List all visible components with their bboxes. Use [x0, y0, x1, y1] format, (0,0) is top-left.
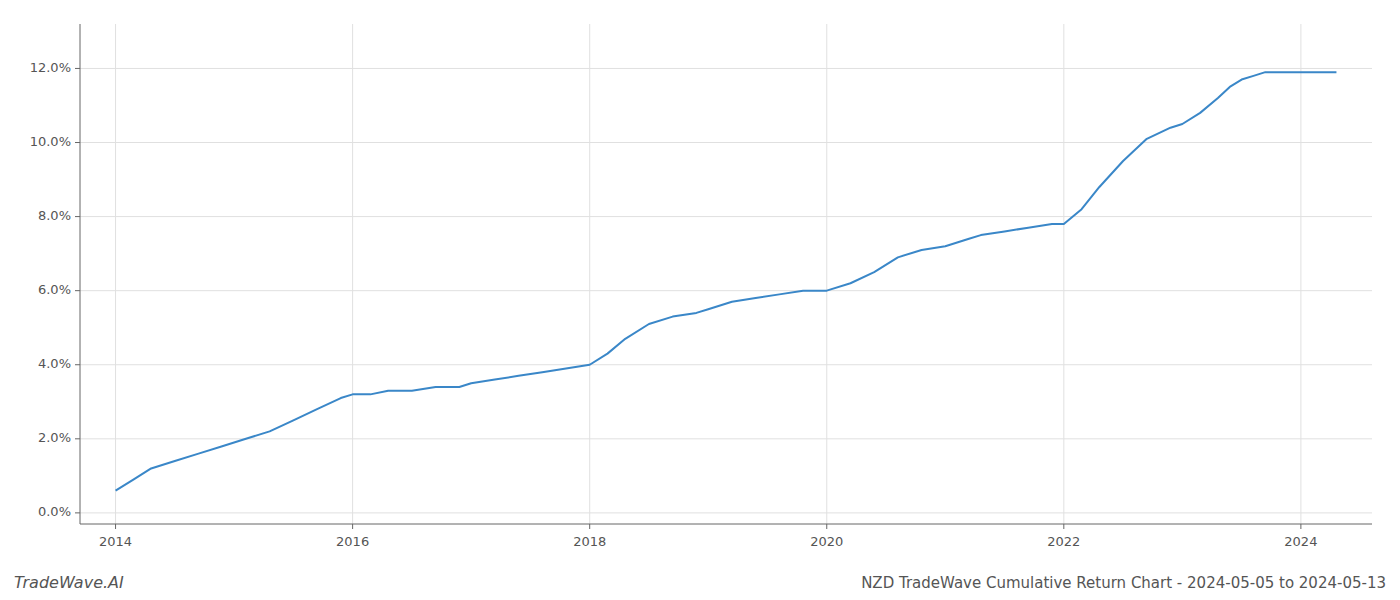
grid-line-y	[80, 512, 1372, 513]
grid-line-x	[589, 24, 590, 524]
plot-area	[116, 72, 1337, 491]
tick-label-x: 2022	[1047, 534, 1080, 549]
tick-label-y: 2.0%	[38, 430, 71, 445]
grid-line-y	[80, 68, 1372, 69]
grid-line-x	[1063, 24, 1064, 524]
tick-label-y: 6.0%	[38, 282, 71, 297]
tick-x	[352, 524, 353, 529]
tick-x	[1063, 524, 1064, 529]
tick-label-x: 2014	[99, 534, 132, 549]
grid-line-y	[80, 216, 1372, 217]
title: NZD TradeWave Cumulative Return Chart - …	[861, 574, 1386, 592]
axis-x	[80, 524, 1372, 525]
axis-y	[80, 24, 81, 524]
grid-line-y	[80, 364, 1372, 365]
grid-line-x	[1300, 24, 1301, 524]
tick-label-y: 0.0%	[38, 504, 71, 519]
chart: 0.0% 2.0% 4.0% 6.0% 8.0% 10.0% 12.0% 2014 2016 20…	[0, 0, 1400, 600]
tick-x	[115, 524, 116, 529]
grid-line-x	[352, 24, 353, 524]
grid-line-y	[80, 142, 1372, 143]
grid-line-y	[80, 290, 1372, 291]
tick-y	[75, 438, 80, 439]
grid-line-x	[826, 24, 827, 524]
grid-line-x	[115, 24, 116, 524]
tick-label-x: 2018	[573, 534, 606, 549]
tick-label-y: 12.0%	[30, 60, 71, 75]
line	[116, 72, 1337, 491]
tick-x	[826, 524, 827, 529]
axes: 0.0% 2.0% 4.0% 6.0% 8.0% 10.0% 12.0% 2014 2016 20…	[30, 24, 1372, 549]
watermark: TradeWave.AI	[14, 573, 124, 592]
tick-y	[75, 68, 80, 69]
tick-label-x: 2024	[1284, 534, 1317, 549]
tick-y	[75, 364, 80, 365]
tick-x	[1300, 524, 1301, 529]
tick-y	[75, 512, 80, 513]
tick-label-y: 10.0%	[30, 134, 71, 149]
tick-y	[75, 142, 80, 143]
tick-y	[75, 216, 80, 217]
tick-label-x: 2020	[810, 534, 843, 549]
tick-label-x: 2016	[336, 534, 369, 549]
grid	[80, 24, 1372, 524]
tick-label-y: 8.0%	[38, 208, 71, 223]
tick-y	[75, 290, 80, 291]
grid-line-y	[80, 438, 1372, 439]
tick-x	[589, 524, 590, 529]
tick-label-y: 4.0%	[38, 356, 71, 371]
